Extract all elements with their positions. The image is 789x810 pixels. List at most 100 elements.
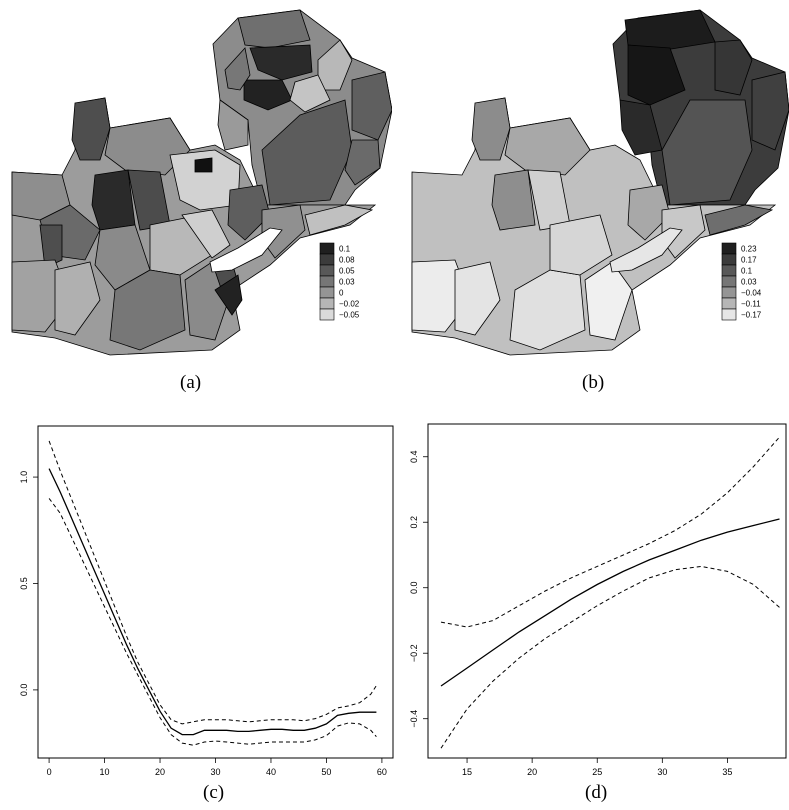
plot-d-svg: 15 20 25 30 35 −0.4 −0.2 0.0 0.2 0.4: [409, 423, 787, 777]
legend-label: 0.23: [741, 245, 757, 254]
region: [237, 9, 311, 49]
region: [217, 99, 249, 151]
region: [504, 117, 591, 176]
region: [181, 209, 231, 259]
legend-label: 0.03: [339, 278, 355, 287]
legend-swatch: [319, 286, 335, 299]
x-tick-label: 15: [462, 767, 472, 775]
legend-label: 0.08: [339, 256, 355, 265]
legend-swatch: [319, 253, 335, 266]
region: [627, 44, 686, 106]
estimate-line: [440, 518, 780, 687]
y-tick-label: 1.0: [19, 471, 29, 484]
confidence-band-line: [48, 440, 377, 725]
legend-swatch: [721, 242, 737, 255]
x-tick-label: 20: [155, 767, 165, 775]
region: [624, 9, 716, 51]
region: [91, 169, 136, 231]
region: [661, 99, 753, 206]
legend-label: −0.11: [741, 300, 761, 309]
region: [261, 99, 353, 206]
region: [224, 47, 251, 91]
map-b-regions: [411, 9, 789, 356]
x-tick-label: 60: [377, 767, 387, 775]
region: [227, 184, 271, 241]
legend-label: −0.02: [339, 300, 360, 309]
region: [714, 39, 753, 96]
plot-c: 0 10 20 30 40 50 60 0.0 0.5 1.0: [0, 418, 395, 777]
legend-swatch: [319, 308, 335, 321]
legend-swatch: [319, 242, 335, 255]
region: [54, 261, 101, 336]
x-tick-label: 0: [47, 767, 52, 775]
legend-label: 0.05: [339, 267, 355, 276]
y-tick-label: −0.2: [409, 644, 419, 662]
region: [491, 169, 536, 231]
region: [627, 184, 671, 241]
y-tick-label: −0.4: [409, 710, 419, 728]
region: [584, 261, 633, 341]
legend-swatch: [721, 286, 737, 299]
caption-b: (b): [582, 372, 605, 393]
caption-a: (a): [180, 372, 202, 393]
legend-label: −0.05: [339, 311, 360, 320]
region: [289, 74, 331, 113]
legend-label: −0.04: [741, 289, 762, 298]
confidence-band-line: [48, 498, 377, 746]
x-tick-label: 35: [722, 767, 732, 775]
plot-d: 15 20 25 30 35 −0.4 −0.2 0.0 0.2 0.4: [400, 418, 789, 777]
region: [471, 97, 511, 161]
x-tick-label: 10: [100, 767, 110, 775]
y-tick-label: 0.0: [19, 684, 29, 697]
region: [344, 139, 381, 186]
map-a-svg: 0.1 0.08 0.05 0.03 0 −0.02 −0.05: [11, 9, 393, 356]
legend-label: 0.03: [741, 278, 757, 287]
legend-swatch: [319, 275, 335, 288]
region: [39, 224, 63, 269]
legend-a: 0.1 0.08 0.05 0.03 0 −0.02 −0.05: [319, 242, 360, 321]
map-b: 0.23 0.17 0.1 0.03 −0.04 −0.11 −0.17: [400, 0, 789, 365]
plot-frame: [427, 423, 787, 759]
legend-label: −0.17: [741, 311, 762, 320]
region: [194, 157, 213, 173]
map-a-regions: [11, 9, 393, 356]
x-tick-label: 30: [657, 767, 667, 775]
x-tick-label: 50: [321, 767, 331, 775]
region: [619, 99, 663, 156]
region: [109, 269, 186, 351]
legend-swatch: [319, 264, 335, 277]
caption-c: (c): [203, 782, 225, 803]
legend-swatch: [319, 297, 335, 310]
caption-d: (d): [585, 782, 608, 803]
legend-label: 0: [339, 289, 344, 298]
confidence-band-line: [440, 436, 780, 628]
legend-b: 0.23 0.17 0.1 0.03 −0.04 −0.11 −0.17: [721, 242, 762, 321]
legend-swatch: [721, 253, 737, 266]
legend-label: 0.1: [339, 245, 351, 254]
region: [304, 204, 374, 236]
region: [104, 117, 191, 176]
y-tick-label: 0.0: [409, 581, 419, 594]
region: [351, 71, 393, 141]
region: [243, 79, 293, 111]
lake: [609, 227, 683, 273]
lake: [209, 227, 283, 273]
plot-frame: [37, 425, 394, 759]
plot-c-svg: 0 10 20 30 40 50 60 0.0 0.5 1.0: [19, 425, 394, 777]
legend-swatch: [721, 308, 737, 321]
x-tick-label: 40: [266, 767, 276, 775]
x-tick-label: 30: [210, 767, 220, 775]
x-tick-label: 25: [592, 767, 602, 775]
estimate-line: [48, 468, 377, 736]
region: [549, 214, 613, 276]
map-a: 0.1 0.08 0.05 0.03 0 −0.02 −0.05: [0, 0, 393, 365]
legend-label: 0.17: [741, 256, 757, 265]
y-tick-label: 0.2: [409, 516, 419, 529]
x-tick-label: 20: [527, 767, 537, 775]
region: [751, 71, 789, 151]
confidence-band-line: [440, 565, 780, 749]
region: [249, 44, 313, 81]
region: [71, 97, 111, 161]
legend-label: 0.1: [741, 267, 753, 276]
legend-swatch: [721, 275, 737, 288]
